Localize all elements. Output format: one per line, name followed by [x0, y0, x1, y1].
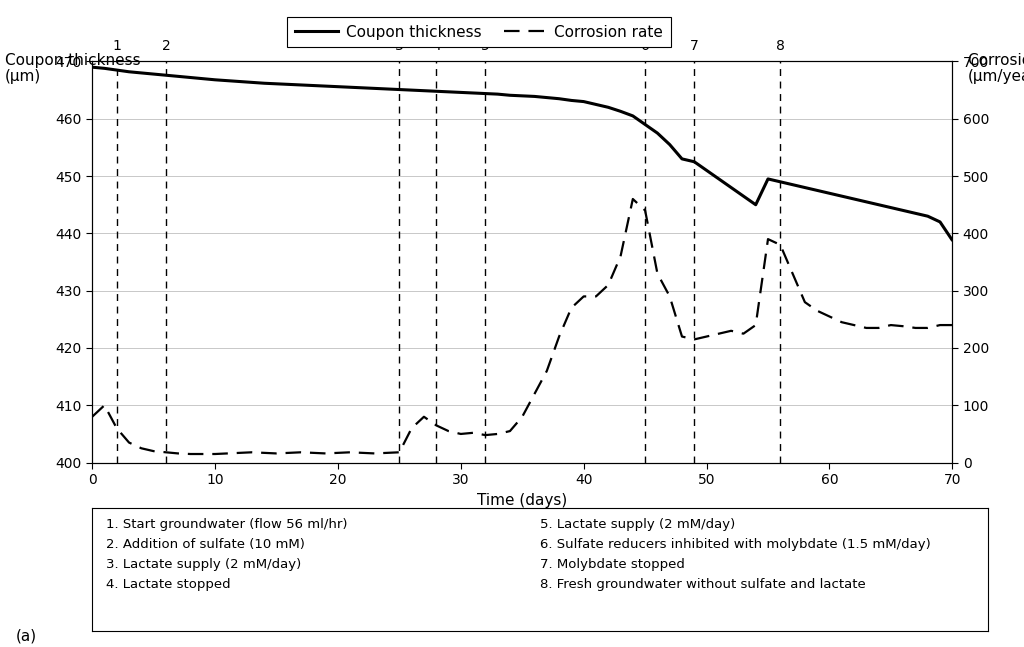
Text: 8: 8 — [776, 39, 784, 53]
Text: 4: 4 — [432, 39, 440, 53]
Text: 5. Lactate supply (2 mM/day)
6. Sulfate reducers inhibited with molybdate (1.5 m: 5. Lactate supply (2 mM/day) 6. Sulfate … — [541, 518, 931, 591]
Legend: Coupon thickness, Corrosion rate: Coupon thickness, Corrosion rate — [288, 17, 671, 47]
Text: 5: 5 — [481, 39, 489, 53]
Text: (a): (a) — [15, 629, 37, 644]
Text: 7: 7 — [690, 39, 698, 53]
Text: Coupon thickness: Coupon thickness — [5, 53, 140, 68]
Text: Corrosion rate: Corrosion rate — [968, 53, 1024, 68]
Text: 6: 6 — [641, 39, 649, 53]
Text: 1: 1 — [113, 39, 121, 53]
X-axis label: Time (days): Time (days) — [477, 492, 567, 508]
Text: (μm): (μm) — [5, 69, 41, 84]
Text: 1. Start groundwater (flow 56 ml/hr)
2. Addition of sulfate (10 mM)
3. Lactate s: 1. Start groundwater (flow 56 ml/hr) 2. … — [105, 518, 347, 591]
Text: 3: 3 — [395, 39, 403, 53]
Text: (μm/year): (μm/year) — [968, 69, 1024, 84]
Text: 2: 2 — [162, 39, 170, 53]
